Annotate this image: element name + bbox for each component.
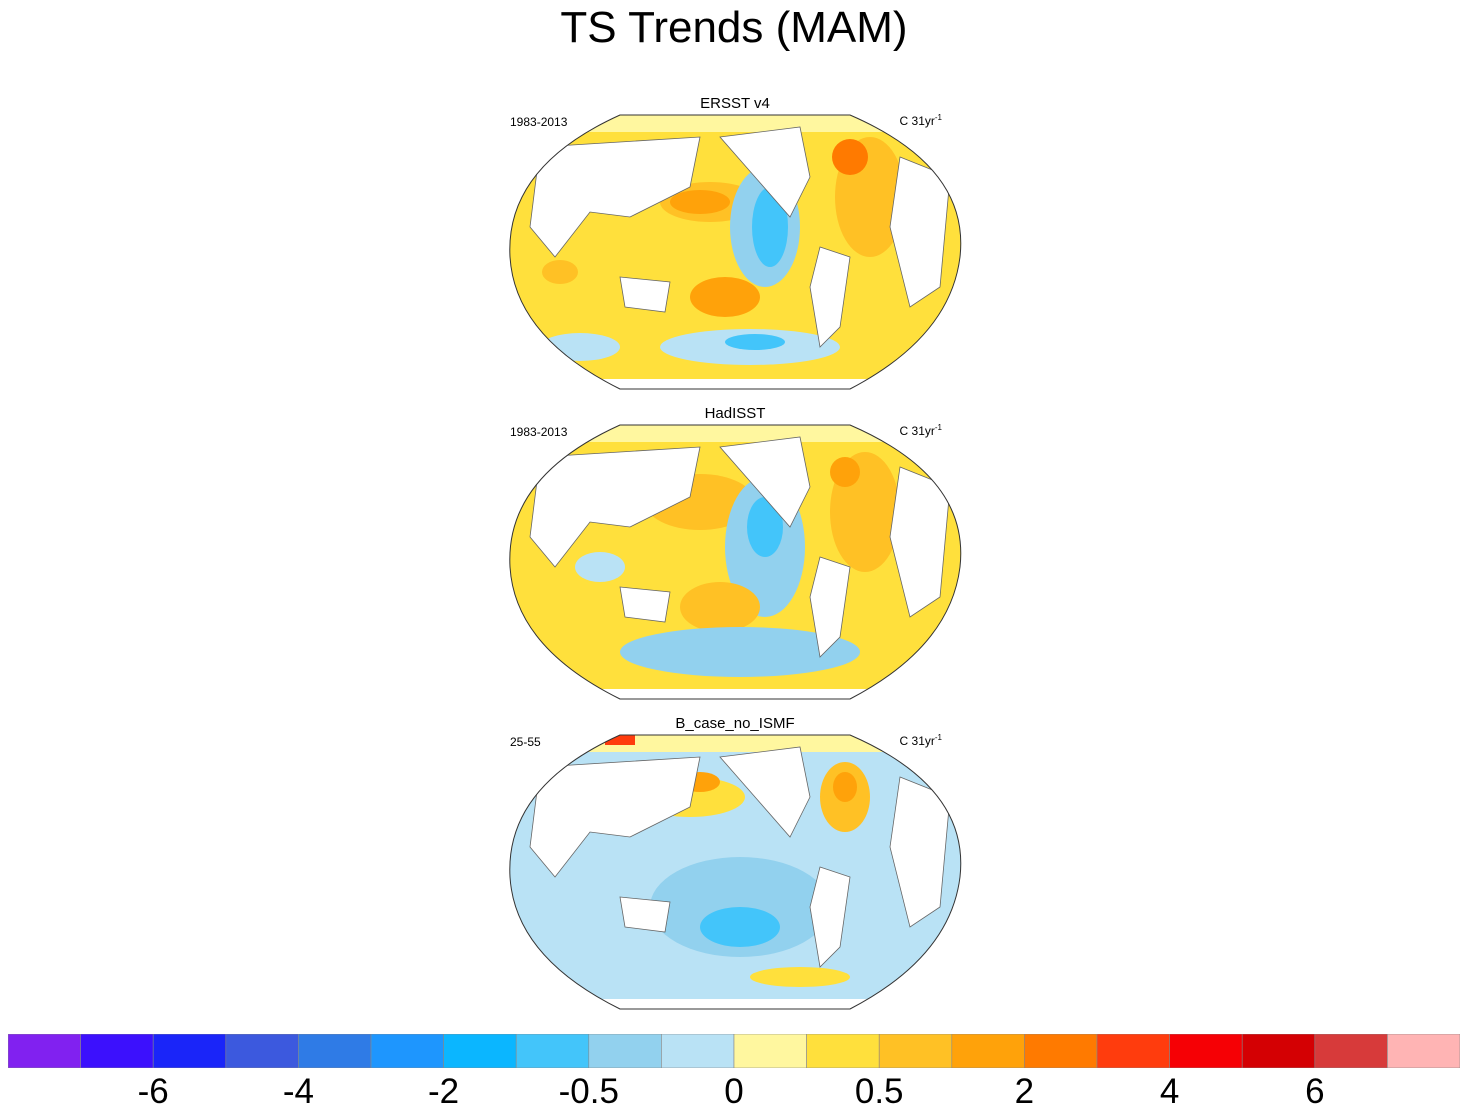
anomaly-southern-warm [750, 967, 850, 987]
land-eurasia [529, 136, 701, 258]
anomaly-atlantic-core [830, 457, 860, 487]
land-north-america [719, 436, 811, 528]
anomaly-maritime [575, 552, 625, 582]
colorbar-tick-label: -0.5 [558, 1072, 619, 1111]
chart-title: TS Trends (MAM) [560, 3, 908, 52]
anomaly-warm-south [690, 277, 760, 317]
map-panel-hadisst: HadISST 1983-2013 C 31yr-1 [500, 405, 970, 717]
colorbar-swatch [370, 1034, 444, 1068]
map-panel-bcase: B_case_no_ISMF 25-55 C 31yr-1 [500, 715, 970, 1027]
colorbar-tick-label: 6 [1305, 1072, 1325, 1111]
anomaly-cool-core [747, 497, 783, 557]
colorbar-tick-label: 0 [724, 1072, 744, 1111]
colorbar-tick-label: -6 [137, 1072, 169, 1111]
panel-period: 1983-2013 [510, 425, 568, 439]
anomaly-indian-south [540, 333, 620, 361]
panel-units: C 31yr-1 [899, 423, 942, 438]
colorbar-tick-label: 4 [1159, 1072, 1180, 1111]
colorbar-swatch [443, 1034, 517, 1068]
panel-units: C 31yr-1 [899, 733, 942, 748]
anomaly-cool-core [752, 187, 788, 267]
land-south-america [809, 556, 851, 658]
land-antarctica [509, 999, 961, 1009]
map-ersst [509, 114, 962, 390]
anomaly-cool-core [700, 907, 780, 947]
colorbar-swatch [1024, 1034, 1098, 1068]
colorbar-swatch [1314, 1034, 1388, 1068]
anomaly-atlantic-core [832, 139, 868, 175]
map-border [509, 734, 962, 1010]
colorbar-swatch [661, 1034, 735, 1068]
colorbar-swatch [8, 1034, 81, 1068]
panel-title: ERSST v4 [700, 95, 770, 112]
colorbar-tick-label: 0.5 [854, 1072, 904, 1111]
land-eurasia [529, 756, 701, 878]
land-eurasia [529, 446, 701, 568]
land-south-america [809, 866, 851, 968]
anomaly-arctic-hot [605, 735, 635, 745]
anomaly-warm-south [680, 582, 760, 632]
arctic-band [509, 115, 961, 132]
panel-title: HadISST [704, 405, 766, 422]
map-hadisst [509, 424, 962, 700]
colorbar-tick-label: -4 [282, 1072, 314, 1111]
map-border [509, 424, 962, 700]
anomaly-indian [542, 260, 578, 284]
arctic-band [509, 735, 961, 752]
arctic-band [509, 425, 961, 442]
colorbar-swatch [515, 1034, 590, 1068]
colorbar-swatch [806, 1034, 880, 1068]
colorbar-tick-label: -2 [428, 1072, 460, 1111]
panel-units: C 31yr-1 [899, 113, 942, 128]
colorbar-swatch [1169, 1034, 1243, 1068]
colorbar-swatch [1387, 1034, 1460, 1068]
land-north-america [719, 126, 811, 218]
colorbar-swatch [878, 1034, 953, 1068]
colorbar-swatch [1096, 1034, 1170, 1068]
land-australia [619, 896, 671, 933]
panel-period: 1983-2013 [510, 115, 568, 129]
land-antarctica [509, 689, 961, 699]
colorbar-swatch [298, 1034, 372, 1068]
colorbar-labels: -6 -4 -2 -0.5 0 0.5 2 4 6 [0, 1072, 1468, 1116]
anomaly-southern [620, 627, 860, 677]
map-panel-ersst: ERSST v4 1983-2013 C 31yr-1 [500, 95, 970, 407]
land-australia [619, 276, 671, 313]
colorbar-tick-label: 2 [1014, 1072, 1035, 1111]
colorbar [8, 1034, 1460, 1068]
land-australia [619, 586, 671, 623]
panel-title: B_case_no_ISMF [675, 715, 795, 732]
land-north-america [719, 746, 811, 838]
land-antarctica [509, 379, 961, 389]
colorbar-swatch [225, 1034, 299, 1068]
anomaly-southern-core [725, 334, 785, 350]
panel-period: 25-55 [510, 735, 541, 749]
land-south-america [809, 246, 851, 348]
map-border [509, 114, 962, 390]
anomaly-warm-core [670, 190, 730, 214]
colorbar-swatch [951, 1034, 1025, 1068]
colorbar-swatch [1241, 1034, 1316, 1068]
anomaly-atlantic-core [833, 772, 857, 802]
colorbar-swatch [588, 1034, 662, 1068]
colorbar-swatch [152, 1034, 227, 1068]
colorbar-swatch [733, 1034, 807, 1068]
colorbar-swatch [80, 1034, 154, 1068]
map-bcase [509, 734, 962, 1010]
